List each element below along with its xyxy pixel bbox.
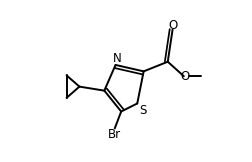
Text: S: S (139, 104, 147, 117)
Text: O: O (168, 19, 177, 32)
Text: O: O (181, 70, 190, 83)
Text: Br: Br (108, 128, 121, 141)
Text: N: N (113, 52, 121, 65)
